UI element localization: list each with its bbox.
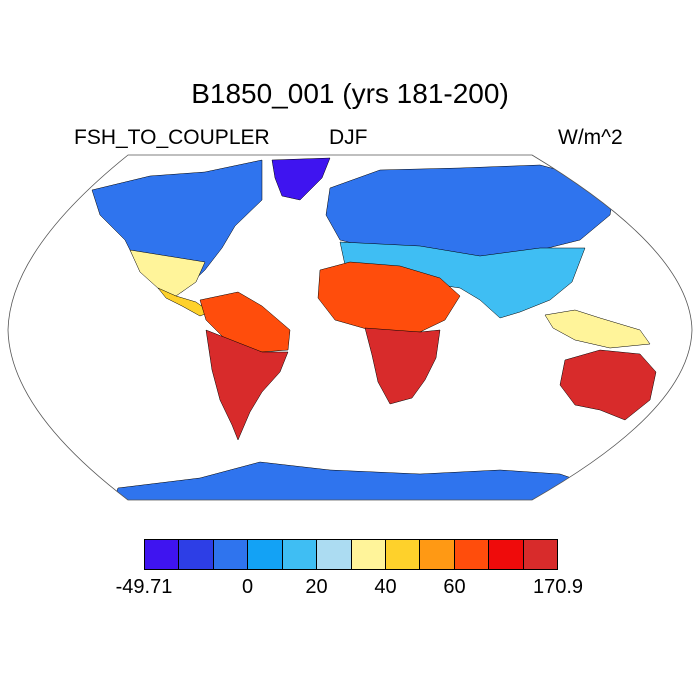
colorbar-swatch [248,540,283,569]
colorbar-label: 40 [374,576,397,598]
colorbar-swatch [351,540,386,569]
colorbar-label: 20 [305,576,328,598]
antarctica-land [109,461,601,500]
variable-label: FSH_TO_COUPLER [74,126,270,149]
southeast-asia-land [544,309,651,349]
colorbar-label: 0 [241,576,254,598]
south-america-south [205,329,289,441]
africa-north [317,261,461,333]
units-label: W/m^2 [558,126,623,149]
colorbar-swatch [420,540,455,569]
south-america-north [199,291,291,353]
colorbar-label: 60 [443,576,466,598]
colorbar-swatch [454,540,490,569]
greenland-land [271,157,331,201]
globe-outline [7,154,693,501]
colorbar-swatch [145,540,180,569]
colorbar-swatch [213,540,249,569]
colorbar-label: -49.71 [115,576,173,598]
season-label: DJF [329,126,368,149]
australia-land [559,349,657,421]
new-zealand-land [645,401,669,433]
colorbar-swatch [523,540,558,569]
colorbar-swatch [179,540,214,569]
colorbar-swatch [317,540,352,569]
colorbar-swatch [385,540,421,569]
africa-south [364,327,441,405]
colorbar [144,539,558,570]
land-layer [91,157,669,500]
colorbar-swatch [489,540,524,569]
eurasia-north [325,164,616,263]
colorbar-label: 170.9 [532,576,584,598]
colorbar-swatch [282,540,318,569]
map-title: B1850_001 (yrs 181-200) [191,78,509,109]
